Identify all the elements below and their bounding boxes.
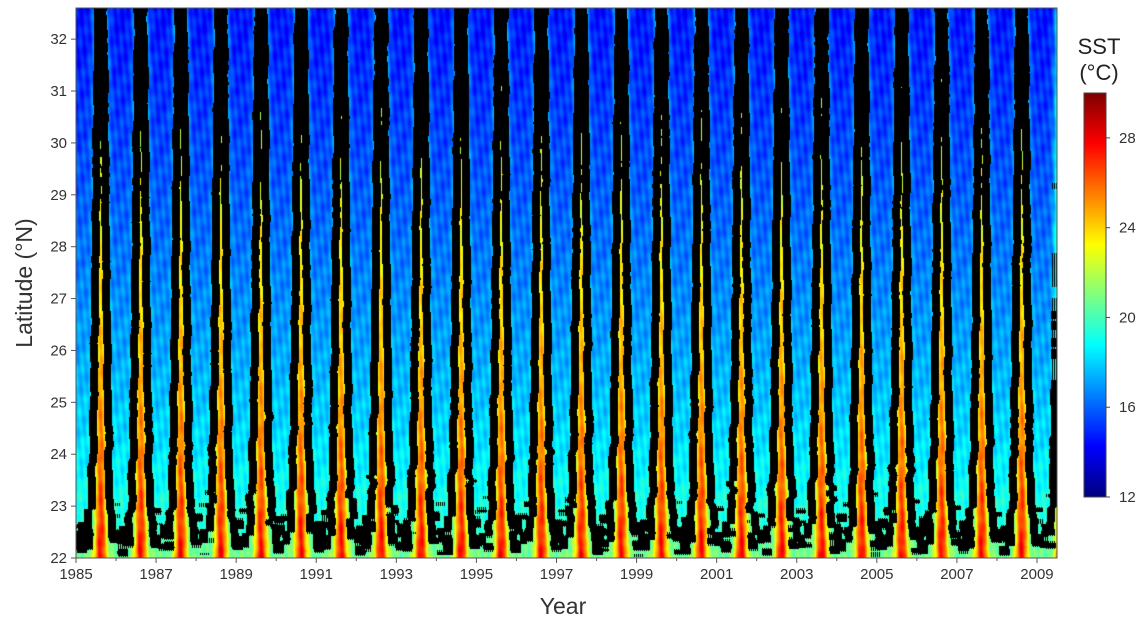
x-tick-label: 2005 [860, 566, 893, 583]
plot-area [75, 7, 1058, 559]
heatmap-image [76, 8, 1057, 558]
colorbar-gradient [1084, 93, 1106, 497]
colorbar-tick-label: 16 [1119, 399, 1136, 416]
y-axis-title: Latitude (°N) [11, 218, 37, 347]
y-tick-label: 26 [50, 342, 67, 359]
colorbar-ticks: 12 16 20 24 28 [1106, 130, 1136, 506]
colorbar-tick-label: 28 [1119, 130, 1136, 147]
y-tick-label: 30 [50, 135, 67, 152]
colorbar-tick-label: 12 [1119, 489, 1136, 506]
x-tick-label: 1997 [540, 566, 573, 583]
y-tick-label: 23 [50, 498, 67, 515]
x-tick-label: 1999 [620, 566, 653, 583]
plot-frame [75, 7, 1058, 559]
x-tick-label: 1987 [139, 566, 172, 583]
colorbar-tick-label: 24 [1119, 220, 1136, 237]
x-tick-label: 2001 [700, 566, 733, 583]
y-tick-label: 22 [50, 550, 67, 567]
x-tick-label: 1993 [380, 566, 413, 583]
x-axis-title: Year [540, 593, 587, 619]
colorbar-title-line1: SST [1078, 34, 1121, 59]
y-tick-label: 32 [50, 31, 67, 48]
colorbar-frame [1083, 92, 1107, 498]
colorbar-tick-label: 20 [1119, 309, 1136, 326]
x-tick-label: 1985 [59, 566, 92, 583]
x-tick-label: 1991 [300, 566, 333, 583]
colorbar-title-line2: (°C) [1079, 60, 1118, 85]
y-tick-label: 24 [50, 446, 67, 463]
x-tick-label: 2009 [1020, 566, 1053, 583]
y-tick-label: 29 [50, 187, 67, 204]
y-tick-label: 31 [50, 83, 67, 100]
x-tick-label: 1995 [460, 566, 493, 583]
x-tick-label: 1989 [219, 566, 252, 583]
y-tick-label: 27 [50, 291, 67, 308]
y-tick-label: 28 [50, 239, 67, 256]
y-axis: 22 23 24 25 26 27 28 29 30 31 32 [50, 31, 76, 567]
x-axis: 1985 1987 1989 1991 1993 1995 1997 1999 2001 2003… [59, 558, 1054, 583]
x-tick-label: 2003 [780, 566, 813, 583]
x-tick-label: 2007 [940, 566, 973, 583]
y-tick-label: 25 [50, 394, 67, 411]
colorbar: SST (°C) 12 16 20 24 28 [1078, 34, 1136, 506]
